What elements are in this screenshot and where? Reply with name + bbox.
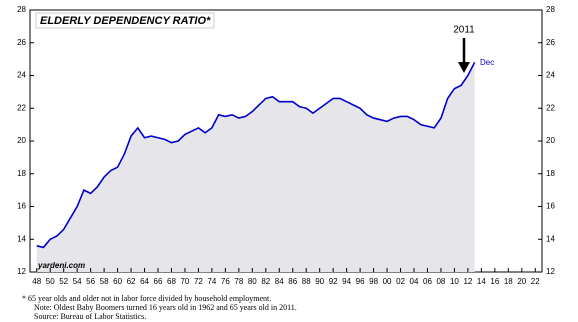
y-tick-label: 26 bbox=[17, 38, 26, 47]
x-tick-label: 68 bbox=[167, 277, 176, 286]
x-tick-label: 86 bbox=[288, 277, 297, 286]
x-tick-label: 60 bbox=[113, 277, 122, 286]
area-fill bbox=[36, 62, 475, 273]
x-tick-label: 90 bbox=[315, 277, 324, 286]
x-tick-label: 78 bbox=[234, 277, 243, 286]
x-tick-label: 96 bbox=[356, 277, 365, 286]
y2-tick-label: 14 bbox=[546, 234, 555, 243]
x-tick-label: 72 bbox=[194, 277, 203, 286]
x-tick-label: 06 bbox=[423, 277, 432, 286]
x-tick-label: 16 bbox=[490, 277, 499, 286]
x-tick-label: 82 bbox=[261, 277, 270, 286]
title-box bbox=[35, 12, 215, 29]
y-tick-label: 12 bbox=[17, 267, 26, 276]
y-tick-label: 14 bbox=[17, 234, 26, 243]
y2-tick-label: 22 bbox=[546, 103, 555, 112]
x-tick-label: 50 bbox=[46, 277, 55, 286]
y2-tick-label: 12 bbox=[546, 267, 555, 276]
data-line bbox=[36, 62, 476, 249]
y-tick-label: 16 bbox=[17, 202, 26, 211]
x-tick-label: 66 bbox=[154, 277, 163, 286]
x-tick-label: 76 bbox=[221, 277, 230, 286]
footnote: Note: Oldest Baby Boomers turned 16 year… bbox=[34, 303, 297, 312]
x-tick-label: 54 bbox=[73, 277, 82, 286]
chart-title: ELDERLY DEPENDENCY RATIO* bbox=[40, 15, 211, 27]
x-tick-label: 02 bbox=[396, 277, 405, 286]
y-tick-label: 28 bbox=[17, 5, 26, 14]
x-tick-label: 48 bbox=[32, 277, 41, 286]
y2-tick-label: 16 bbox=[546, 202, 555, 211]
y-tick-label: 20 bbox=[17, 136, 26, 145]
y2-tick-label: 18 bbox=[546, 169, 555, 178]
footnote: Source: Bureau of Labor Statistics. bbox=[34, 312, 146, 321]
x-tick-label: 56 bbox=[86, 277, 95, 286]
x-tick-label: 94 bbox=[342, 277, 351, 286]
year-annotation: 2011 bbox=[453, 25, 475, 36]
x-tick-label: 12 bbox=[463, 277, 472, 286]
x-tick-label: 70 bbox=[180, 277, 189, 286]
x-tick-label: 52 bbox=[59, 277, 68, 286]
x-tick-label: 18 bbox=[504, 277, 513, 286]
x-tick-label: 84 bbox=[275, 277, 284, 286]
arrow-head bbox=[458, 62, 470, 73]
y-tick-label: 22 bbox=[17, 103, 26, 112]
y2-tick-label: 24 bbox=[546, 71, 555, 80]
x-tick-label: 92 bbox=[329, 277, 338, 286]
end-label: Dec bbox=[480, 58, 494, 67]
x-tick-label: 98 bbox=[369, 277, 378, 286]
x-tick-label: 22 bbox=[531, 277, 540, 286]
y-tick-label: 18 bbox=[17, 169, 26, 178]
x-tick-label: 14 bbox=[477, 277, 486, 286]
y2-tick-label: 28 bbox=[546, 5, 555, 14]
y2-tick-label: 20 bbox=[546, 136, 555, 145]
x-tick-label: 00 bbox=[383, 277, 392, 286]
source-site: yardeni.com bbox=[37, 261, 85, 270]
x-tick-label: 80 bbox=[248, 277, 257, 286]
x-tick-label: 64 bbox=[140, 277, 149, 286]
y2-tick-label: 26 bbox=[546, 38, 555, 47]
y-tick-label: 24 bbox=[17, 71, 26, 80]
x-tick-label: 74 bbox=[207, 277, 216, 286]
x-tick-label: 04 bbox=[410, 277, 419, 286]
x-tick-label: 20 bbox=[517, 277, 526, 286]
x-tick-label: 58 bbox=[100, 277, 109, 286]
x-tick-label: 08 bbox=[436, 277, 445, 286]
footnote: * 65 year olds and older not in labor fo… bbox=[22, 294, 271, 303]
x-tick-label: 88 bbox=[302, 277, 311, 286]
x-tick-label: 10 bbox=[450, 277, 459, 286]
x-tick-label: 62 bbox=[127, 277, 136, 286]
